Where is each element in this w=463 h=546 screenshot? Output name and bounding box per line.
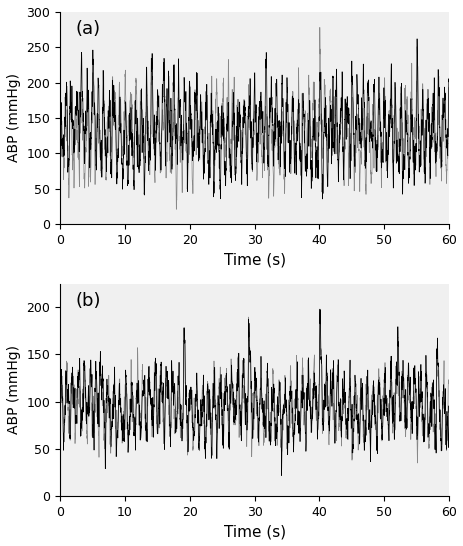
Text: (a): (a) — [75, 20, 100, 38]
Text: (b): (b) — [75, 292, 101, 310]
X-axis label: Time (s): Time (s) — [223, 524, 285, 539]
Y-axis label: ABP (mmHg): ABP (mmHg) — [7, 345, 21, 434]
X-axis label: Time (s): Time (s) — [223, 252, 285, 267]
Y-axis label: ABP (mmHg): ABP (mmHg) — [7, 73, 21, 162]
